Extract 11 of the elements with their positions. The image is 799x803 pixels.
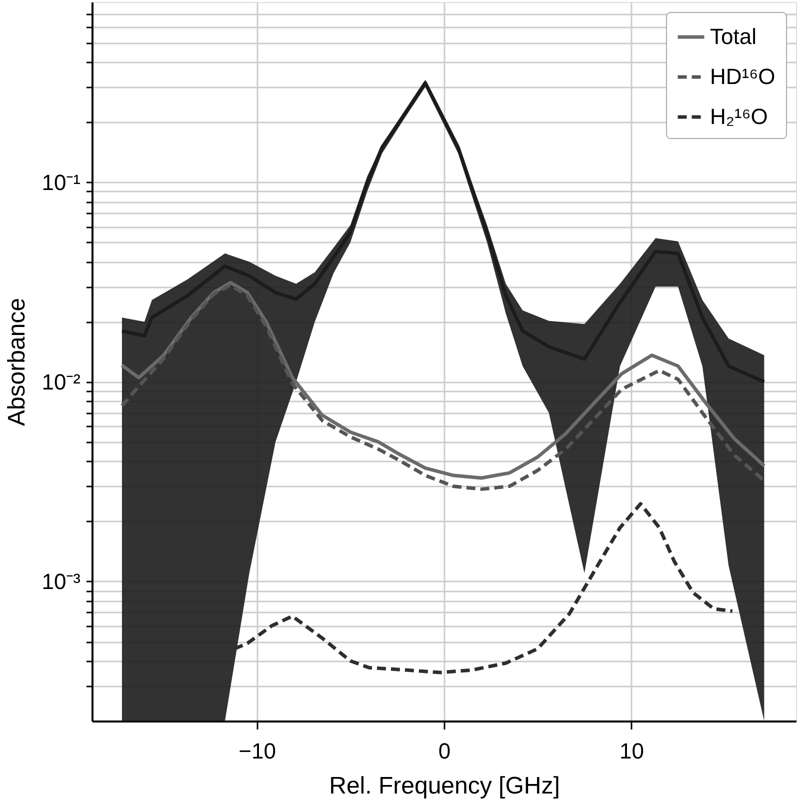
legend-label: HD¹⁶O	[710, 64, 776, 89]
y-tick-label: 10⁻³	[42, 568, 80, 594]
x-tick-label: 0	[438, 738, 451, 764]
x-tick-label: 10	[619, 738, 644, 764]
y-axis-title: Absorbance	[4, 298, 31, 426]
legend-label: H₂¹⁶O	[710, 104, 768, 129]
x-axis-title: Rel. Frequency [GHz]	[329, 772, 560, 800]
y-tick-label: 10⁻²	[42, 369, 80, 394]
x-tick-label: −10	[238, 738, 276, 764]
y-tick-label: 10⁻¹	[42, 170, 80, 195]
legend-label: Total	[710, 24, 756, 49]
